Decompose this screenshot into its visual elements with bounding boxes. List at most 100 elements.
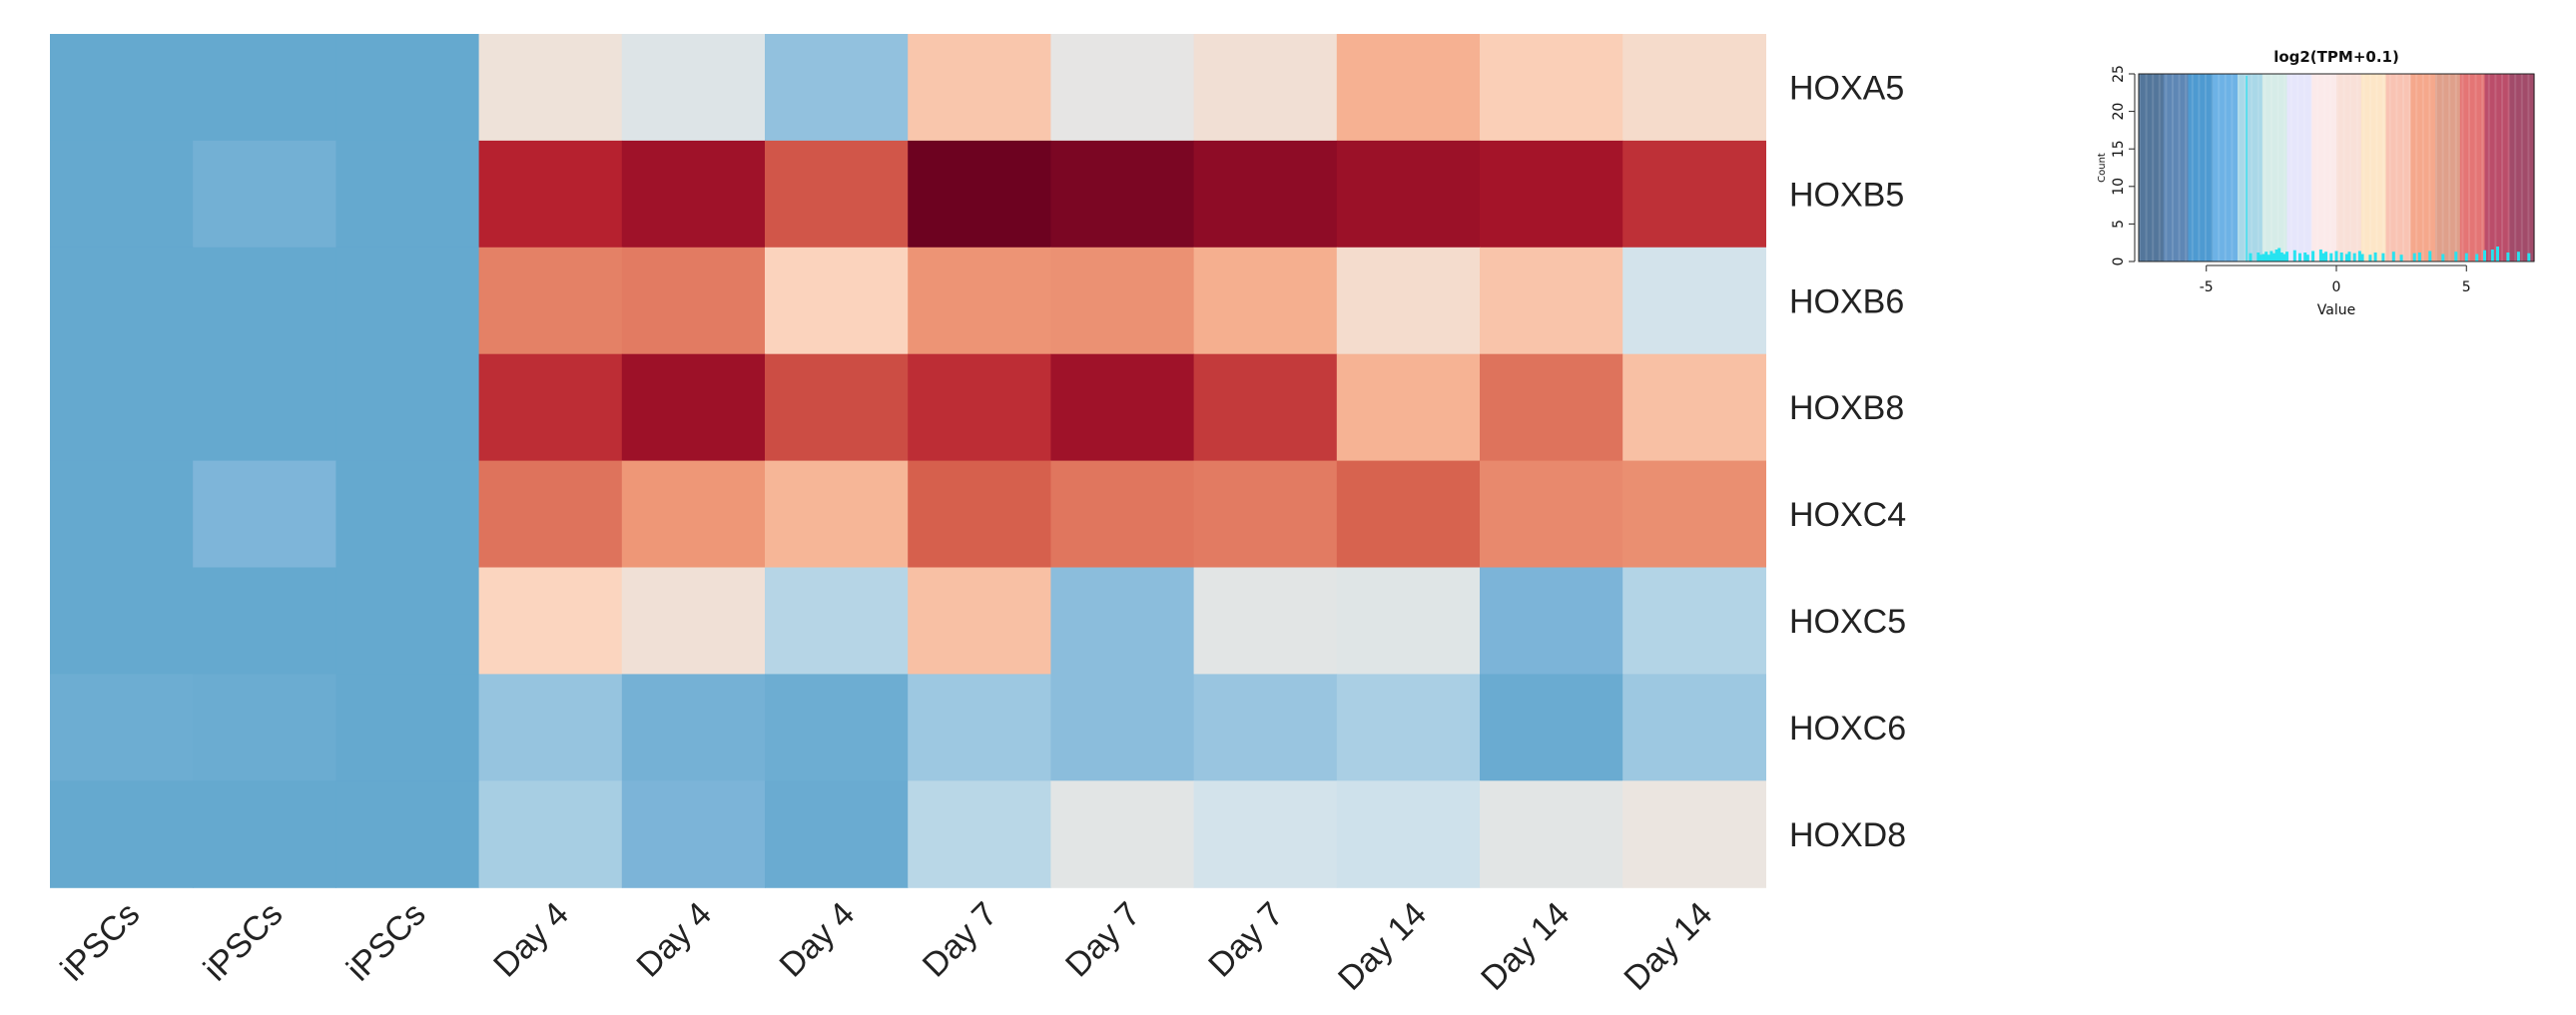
histogram-bar-10 (2277, 248, 2281, 261)
histogram-bar-19 (2318, 250, 2322, 261)
heatmap-cell-HOXB8-11 (1480, 353, 1623, 462)
color-key-stripe (2402, 74, 2404, 261)
histogram-bar-13 (2285, 252, 2288, 261)
histogram-bar-40 (2464, 253, 2468, 261)
heatmap-cell-HOXC6-7 (908, 674, 1051, 781)
column-label-10: Day 14 (1331, 895, 1434, 998)
histogram-bar-34 (2399, 254, 2403, 261)
heatmap-cell-HOXA5-3 (335, 34, 480, 142)
histogram-bar-45 (2506, 253, 2510, 261)
color-key-band-4 (2213, 74, 2239, 261)
histogram-bar-21 (2324, 252, 2328, 261)
heatmap-cell-HOXD8-4 (478, 780, 623, 888)
color-key-stripe (2185, 74, 2188, 261)
color-key-stripe (2329, 74, 2332, 261)
color-key-xtick-label-0: 0 (2332, 279, 2341, 295)
heatmap-cell-HOXB6-2 (193, 247, 336, 355)
column-label-5: Day 4 (629, 895, 719, 985)
histogram-bar-8 (2272, 253, 2275, 261)
color-key-band-13 (2435, 74, 2461, 261)
row-label-HOXB8: HOXB8 (1789, 389, 1904, 427)
color-key-stripe (2296, 74, 2299, 261)
row-label-HOXB5: HOXB5 (1789, 176, 1904, 214)
heatmap-cell-HOXA5-10 (1336, 34, 1481, 142)
column-label-9: Day 7 (1201, 895, 1291, 985)
heatmap-cell-HOXB6-12 (1622, 247, 1766, 355)
heatmap-cell-HOXC4-12 (1622, 460, 1766, 569)
heatmap-cell-HOXC5-8 (1050, 567, 1195, 675)
histogram-bar-3 (2258, 254, 2262, 261)
heatmap-cell-HOXB5-10 (1336, 140, 1481, 249)
heatmap-cell-HOXC6-4 (478, 674, 623, 781)
histogram-bar-35 (2412, 253, 2416, 261)
color-key-stripe (2316, 74, 2319, 261)
heatmap-cell-HOXC5-6 (765, 567, 909, 675)
color-key-stripe (2309, 74, 2312, 261)
histogram-bar-9 (2274, 250, 2278, 261)
heatmap-cell-HOXB6-7 (908, 247, 1051, 355)
heatmap-cell-HOXC5-12 (1622, 567, 1766, 675)
histogram-bar-42 (2483, 250, 2486, 261)
heatmap-cell-HOXB8-1 (50, 353, 194, 462)
color-key-stripe (2382, 74, 2385, 261)
color-key-band-6 (2261, 74, 2288, 261)
heatmap-cell-HOXB5-1 (50, 140, 194, 249)
histogram-bar-2 (2256, 253, 2260, 261)
color-key-stripe (2421, 74, 2424, 261)
heatmap-cell-HOXB5-12 (1622, 140, 1766, 249)
histogram-bar-37 (2428, 251, 2432, 261)
heatmap-cell-HOXC5-11 (1480, 567, 1623, 675)
histogram-bar-18 (2311, 251, 2315, 261)
heatmap-cell-HOXC5-3 (335, 567, 480, 675)
heatmap-cell-HOXB8-3 (335, 353, 480, 462)
histogram-bar-43 (2490, 250, 2494, 261)
color-key-band-2 (2163, 74, 2190, 261)
heatmap-cell-HOXB6-3 (335, 247, 480, 355)
heatmap-cell-HOXB5-9 (1193, 140, 1338, 249)
heatmap-cell-HOXA5-4 (478, 34, 623, 142)
heatmap-cell-HOXB8-7 (908, 353, 1051, 462)
color-key-bands (2139, 74, 2535, 261)
heatmap-cell-HOXC4-8 (1050, 460, 1195, 569)
heatmap-cell-HOXC4-2 (193, 460, 336, 569)
color-key-ytick-label-5: 5 (2111, 220, 2127, 229)
color-key-stripe (2172, 74, 2174, 261)
color-key-stripe (2283, 74, 2286, 261)
heatmap-cell-HOXC5-10 (1336, 567, 1481, 675)
color-key-stripe (2494, 74, 2497, 261)
color-key-stripe (2218, 74, 2221, 261)
histogram-bar-38 (2441, 254, 2445, 261)
color-key-stripe (2238, 74, 2240, 261)
histogram-bar-23 (2334, 251, 2338, 261)
heatmap-cell-HOXC5-7 (908, 567, 1051, 675)
heatmap-cell-HOXB5-2 (193, 140, 336, 249)
color-key-stripe (2322, 74, 2325, 261)
color-key-stripe (2158, 74, 2161, 261)
row-label-HOXB6: HOXB6 (1789, 282, 1904, 320)
color-key-band-7 (2286, 74, 2312, 261)
histogram-bar-20 (2321, 253, 2325, 261)
histogram-bar-33 (2391, 252, 2395, 261)
histogram-bar-17 (2305, 254, 2309, 261)
heatmap-cell-HOXD8-1 (50, 780, 194, 888)
color-key-stripe (2270, 74, 2272, 261)
heatmap-cell-HOXB5-5 (621, 140, 766, 249)
heatmap-cell-HOXB8-2 (193, 353, 336, 462)
color-key-stripe (2231, 74, 2234, 261)
heatmap-cell-HOXC4-9 (1193, 460, 1338, 569)
color-key-stripe (2152, 74, 2155, 261)
heatmap-cell-HOXC5-4 (478, 567, 623, 675)
heatmap-cell-HOXB8-9 (1193, 353, 1338, 462)
heatmap-cell-HOXC6-9 (1193, 674, 1338, 781)
heatmap-cell-HOXB5-6 (765, 140, 909, 249)
color-key-stripe (2263, 74, 2266, 261)
color-key-stripe (2276, 74, 2279, 261)
heatmap-cell-HOXC4-6 (765, 460, 909, 569)
color-key-stripe (2481, 74, 2484, 261)
row-label-HOXC4: HOXC4 (1789, 496, 1906, 534)
heatmap-cell-HOXC4-11 (1480, 460, 1623, 569)
histogram-bar-26 (2347, 252, 2351, 261)
color-key-band-12 (2410, 74, 2436, 261)
color-key-stripe (2435, 74, 2437, 261)
